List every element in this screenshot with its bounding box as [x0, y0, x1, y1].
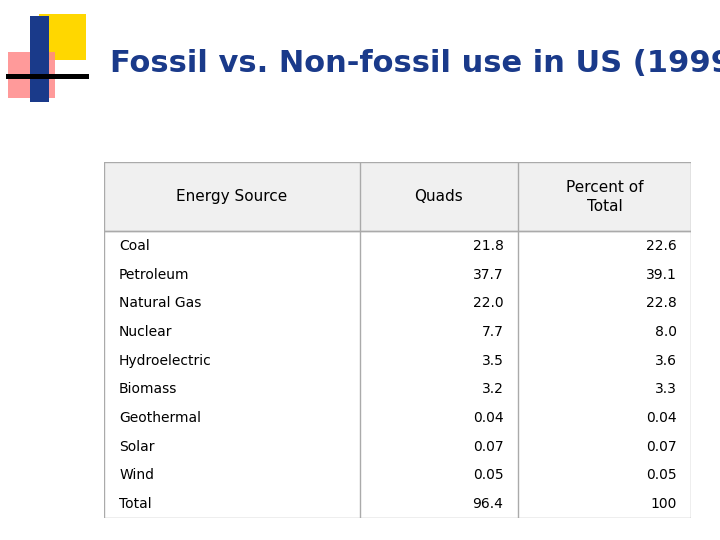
Text: 100: 100 [650, 497, 677, 511]
Text: Nuclear: Nuclear [119, 325, 173, 339]
Text: Solar: Solar [119, 440, 155, 454]
Text: Hydroelectric: Hydroelectric [119, 354, 212, 368]
Bar [104, 162, 691, 232]
Text: 0.05: 0.05 [473, 468, 503, 482]
Text: 3.5: 3.5 [482, 354, 503, 368]
Text: Total: Total [119, 497, 152, 511]
Text: 22.0: 22.0 [473, 296, 503, 310]
Text: 0.07: 0.07 [646, 440, 677, 454]
Text: 0.07: 0.07 [473, 440, 503, 454]
Text: 3.3: 3.3 [654, 382, 677, 396]
Text: Fossil vs. Non-fossil use in US (1999): Fossil vs. Non-fossil use in US (1999) [109, 49, 720, 78]
Text: 8.0: 8.0 [654, 325, 677, 339]
Text: Coal: Coal [119, 239, 150, 253]
Bar [39, 14, 86, 60]
Text: 0.04: 0.04 [473, 411, 503, 425]
Text: Energy Source: Energy Source [176, 189, 288, 204]
Text: Quads: Quads [415, 189, 463, 204]
Bar [6, 73, 89, 79]
Text: Petroleum: Petroleum [119, 267, 189, 281]
Text: 37.7: 37.7 [473, 267, 503, 281]
Text: Biomass: Biomass [119, 382, 177, 396]
Text: 3.6: 3.6 [654, 354, 677, 368]
Text: 39.1: 39.1 [646, 267, 677, 281]
Text: Percent of
Total: Percent of Total [566, 180, 644, 213]
Text: 7.7: 7.7 [482, 325, 503, 339]
Text: 0.04: 0.04 [646, 411, 677, 425]
Text: 21.8: 21.8 [472, 239, 503, 253]
Text: 3.2: 3.2 [482, 382, 503, 396]
Bar [9, 52, 55, 98]
Bar [30, 16, 48, 102]
Text: Natural Gas: Natural Gas [119, 296, 202, 310]
Text: Wind: Wind [119, 468, 154, 482]
Text: 22.6: 22.6 [646, 239, 677, 253]
Text: 96.4: 96.4 [472, 497, 503, 511]
Text: 22.8: 22.8 [646, 296, 677, 310]
Text: Geothermal: Geothermal [119, 411, 201, 425]
Text: 0.05: 0.05 [646, 468, 677, 482]
